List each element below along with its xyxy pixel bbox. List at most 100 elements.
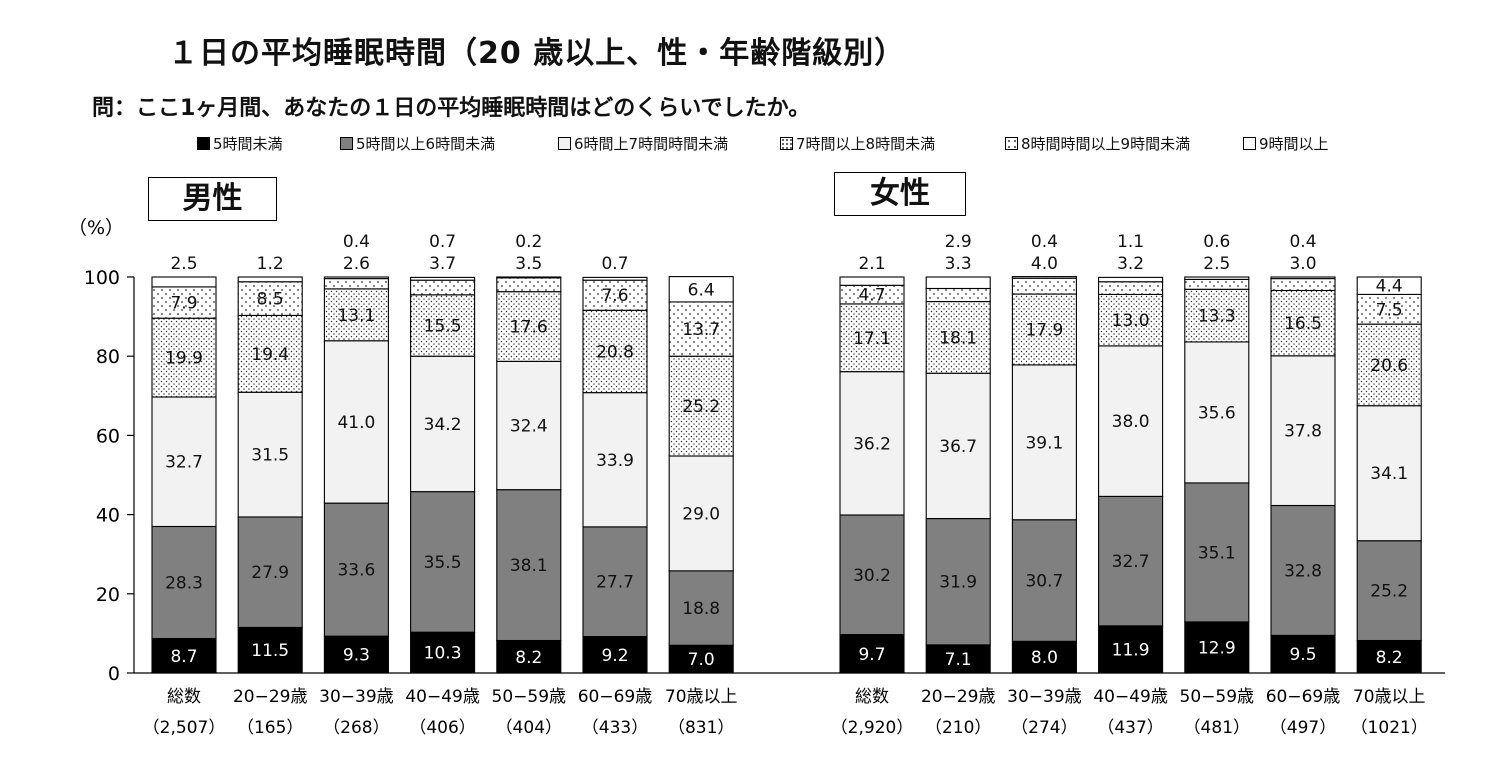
data-label: 17.6	[510, 318, 548, 338]
data-label: 7.9	[170, 294, 197, 314]
data-label: 32.7	[1112, 552, 1150, 572]
bar-male-3: 10.3 35.5 34.2 15.5 3.70.7	[410, 232, 476, 674]
data-label: 38.1	[510, 556, 548, 576]
data-label: 7.1	[945, 650, 972, 670]
bar-segment	[1270, 276, 1336, 280]
bar-segment	[582, 309, 648, 394]
legend-item-8-9h: 8時間時間以上9時間未満	[1005, 133, 1190, 154]
bar-segment	[1011, 519, 1077, 642]
bar-male-4: 8.2 38.1 32.4 17.6 3.50.2	[496, 232, 562, 674]
bar-segment	[582, 276, 648, 281]
data-label: 3.2	[1117, 254, 1144, 274]
data-label: 0.4	[1031, 232, 1058, 252]
data-label: 36.7	[939, 437, 977, 457]
y-tick-label: 80	[96, 346, 120, 368]
bar-female-6: 8.2 25.2 34.1 20.6 7.5 4.4	[1356, 276, 1422, 674]
data-label: 1.1	[1117, 232, 1144, 252]
bar-segment	[1098, 281, 1164, 295]
data-label: 36.2	[853, 434, 891, 454]
data-label: 30.7	[1025, 572, 1063, 592]
x-sample-size-label: （437）	[1097, 718, 1163, 738]
bar-segment	[151, 396, 217, 528]
legend-swatch-icon	[558, 137, 571, 150]
data-label: 2.9	[945, 232, 972, 252]
data-label: 0.2	[515, 232, 542, 252]
data-label: 9.7	[858, 645, 885, 665]
y-tick-label: 20	[96, 584, 120, 606]
bar-segment	[1011, 293, 1077, 366]
bar-segment	[237, 276, 303, 283]
data-label: 3.5	[515, 254, 542, 274]
data-label: 3.3	[945, 254, 972, 274]
chart-legend: 5時間未満 5時間以上6時間未満 6時間上7時間時間未満 7時間以上8時間未満 …	[0, 130, 1500, 158]
legend-swatch-icon	[197, 137, 210, 150]
data-label: 0.7	[601, 254, 628, 274]
bar-female-4: 12.9 35.1 35.6 13.3 2.50.6	[1184, 232, 1250, 674]
legend-item-7-8h: 7時間以上8時間未満	[780, 133, 935, 154]
y-axis-label: （%）	[68, 217, 124, 239]
bar-segment	[1011, 277, 1077, 295]
data-label: 7.5	[1376, 300, 1403, 320]
data-label: 13.1	[337, 306, 375, 326]
bar-segment	[1270, 634, 1336, 674]
bar-segment	[1356, 293, 1422, 325]
bar-male-1: 11.5 27.9 31.5 19.4 8.5 1.2	[237, 254, 303, 674]
legend-swatch-icon	[780, 137, 793, 150]
bar-segment	[323, 635, 389, 674]
bar-segment	[1356, 405, 1422, 542]
legend-swatch-icon	[1243, 137, 1256, 150]
data-label: 2.1	[858, 254, 885, 274]
bar-female-3: 11.9 32.7 38.0 13.0 3.21.1	[1098, 232, 1164, 674]
data-label: 34.1	[1370, 464, 1408, 484]
data-label: 13.0	[1112, 311, 1150, 331]
data-label: 25.2	[682, 397, 720, 417]
bar-segment	[1270, 278, 1336, 292]
legend-label: 5時間以上6時間未満	[356, 135, 496, 153]
data-label: 0.7	[429, 232, 456, 252]
data-label: 10.3	[424, 644, 462, 664]
bar-segment	[839, 634, 905, 674]
x-sample-size-label: （165）	[237, 718, 303, 738]
data-label: 38.0	[1112, 412, 1150, 432]
data-label: 31.5	[251, 446, 289, 466]
data-label: 1.2	[257, 254, 284, 274]
bar-segment	[668, 276, 734, 303]
bar-segment	[410, 491, 476, 633]
bar-segment	[1356, 323, 1422, 407]
data-label: 19.9	[165, 349, 203, 369]
bar-segment	[668, 570, 734, 646]
chart-title: １日の平均睡眠時間（20 歳以上、性・年齢階級別）	[168, 36, 906, 71]
female-panel-label: 女性	[834, 172, 966, 216]
data-label: 15.5	[424, 317, 462, 337]
x-category-label: 総数	[167, 687, 201, 707]
bar-segment	[410, 294, 476, 357]
legend-label: 8時間時間以上9時間未満	[1021, 135, 1191, 153]
bar-segment	[925, 287, 991, 303]
bar-segment	[151, 276, 217, 288]
bar-segment	[151, 525, 217, 640]
bar-segment	[496, 291, 562, 362]
data-label: 6.4	[688, 280, 715, 300]
data-label: 9.2	[601, 646, 628, 666]
x-category-label: 総数	[855, 687, 889, 707]
data-label: 13.3	[1198, 307, 1236, 327]
bar-segment	[1098, 293, 1164, 347]
data-label: 18.1	[939, 328, 977, 348]
legend-label: 7時間以上8時間未満	[796, 135, 936, 153]
data-label: 37.8	[1284, 422, 1322, 442]
bar-segment	[151, 286, 217, 319]
legend-label: 9時間以上	[1259, 135, 1329, 153]
y-tick-label: 100	[84, 267, 120, 289]
legend-label: 6時間上7時間時間未満	[574, 135, 729, 153]
bar-segment	[410, 355, 476, 493]
bar-segment	[323, 278, 389, 290]
x-sample-size-label: （406）	[409, 718, 475, 738]
bar-segment	[237, 626, 303, 674]
data-label: 2.6	[343, 254, 370, 274]
y-tick-label: 60	[96, 425, 120, 447]
data-label: 8.2	[515, 648, 542, 668]
bar-segment	[496, 276, 562, 279]
data-label: 4.0	[1031, 254, 1058, 274]
data-label: 25.2	[1370, 582, 1408, 602]
